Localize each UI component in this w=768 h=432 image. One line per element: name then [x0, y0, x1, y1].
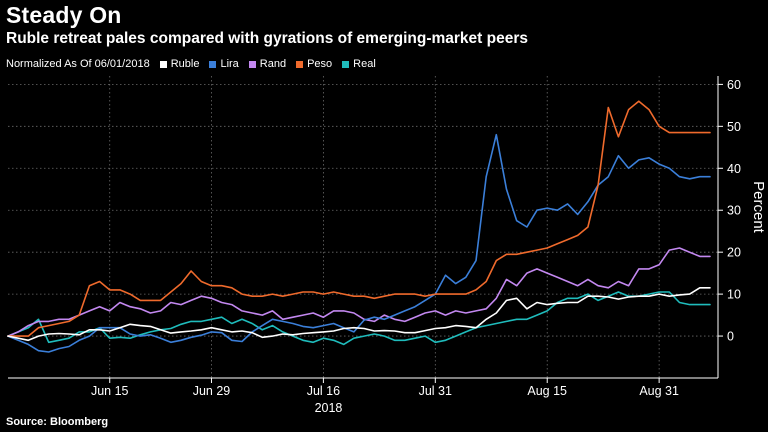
legend-swatch-lira — [209, 60, 217, 68]
legend-item-lira: Lira — [209, 58, 239, 70]
ytick-label-50: 50 — [727, 120, 741, 134]
ytick-label-30: 30 — [727, 204, 741, 218]
y-axis-label: Percent — [750, 181, 767, 234]
ytick-label-10: 10 — [727, 288, 741, 302]
legend: Normalized As Of 06/01/2018 Ruble Lira R… — [6, 58, 386, 70]
xtick-label-jun-29: Jun 29 — [193, 384, 231, 398]
x-axis-caption: 2018 — [315, 401, 343, 415]
xtick-label-jun-15: Jun 15 — [91, 384, 129, 398]
legend-swatch-real — [342, 60, 350, 68]
legend-item-rand: Rand — [248, 58, 287, 70]
legend-item-peso: Peso — [296, 58, 332, 70]
legend-swatch-rand — [248, 60, 256, 68]
normalization-note: Normalized As Of 06/01/2018 — [6, 58, 150, 70]
legend-label-ruble: Ruble — [170, 58, 200, 70]
series-line-ruble — [7, 287, 711, 342]
xtick-label-jul-16: Jul 16 — [307, 384, 340, 398]
legend-label-real: Real — [353, 58, 376, 70]
legend-swatch-ruble — [159, 60, 167, 68]
legend-label-rand: Rand — [259, 58, 287, 70]
series-line-rand — [7, 247, 711, 337]
ytick-label-20: 20 — [727, 246, 741, 260]
legend-item-real: Real — [342, 58, 376, 70]
series-line-peso — [7, 100, 711, 337]
source-note: Source: Bloomberg — [6, 416, 109, 428]
ytick-label-40: 40 — [727, 162, 741, 176]
legend-item-ruble: Ruble — [159, 58, 200, 70]
legend-swatch-peso — [296, 60, 304, 68]
series-line-lira — [7, 133, 711, 353]
xtick-label-aug-31: Aug 31 — [639, 384, 679, 398]
xtick-label-aug-15: Aug 15 — [527, 384, 567, 398]
xtick-label-jul-31: Jul 31 — [419, 384, 452, 398]
chart-title: Steady On — [6, 2, 122, 28]
series-line-real — [7, 291, 711, 346]
chart-subtitle: Ruble retreat pales compared with gyrati… — [6, 30, 528, 47]
ytick-label-0: 0 — [727, 330, 734, 344]
ytick-label-60: 60 — [727, 78, 741, 92]
legend-label-lira: Lira — [220, 58, 239, 70]
legend-label-peso: Peso — [307, 58, 333, 70]
